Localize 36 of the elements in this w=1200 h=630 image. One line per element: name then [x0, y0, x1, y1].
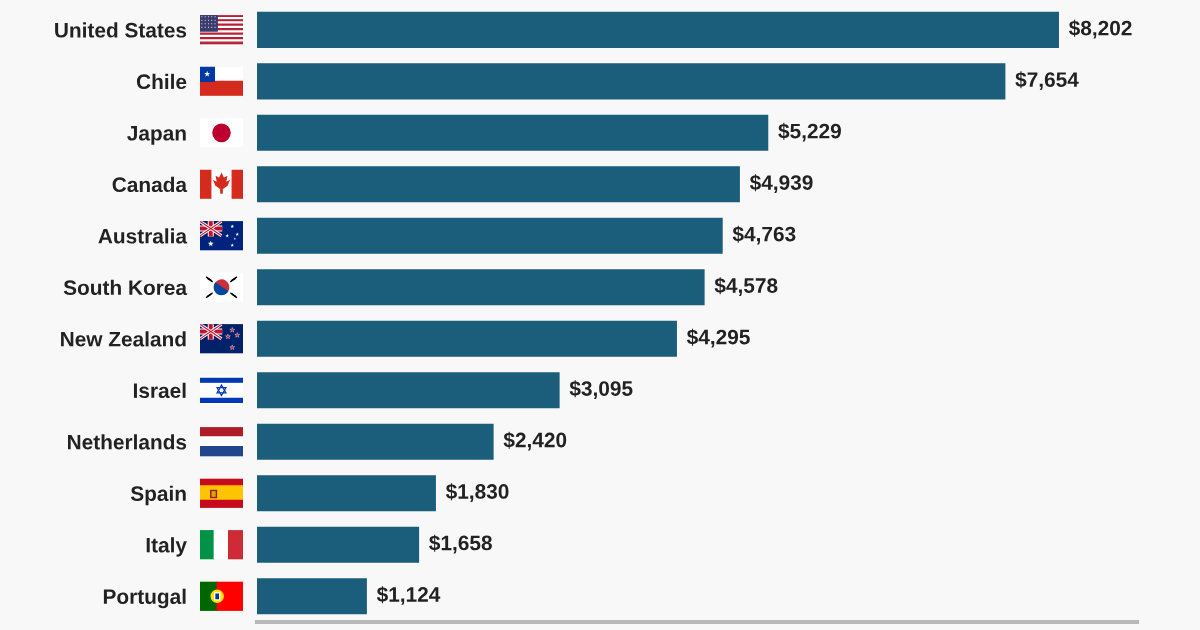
bar: [257, 526, 420, 563]
data-label: $8,202: [1068, 19, 1132, 39]
y-tick-label: Israel: [133, 382, 186, 399]
bar: [257, 63, 1006, 100]
bar: [257, 423, 494, 460]
data-label: $1,124: [376, 586, 441, 605]
bar: [257, 372, 560, 409]
data-label: $4,295: [686, 328, 750, 348]
data-label: $3,095: [569, 380, 633, 399]
bar: [257, 320, 677, 357]
data-label: $7,654: [1015, 71, 1079, 90]
y-tick-label: Spain: [130, 485, 186, 506]
y-tick-label: New Zealand: [61, 331, 186, 347]
y-tick-label: United States: [55, 22, 187, 38]
data-label: $1,830: [445, 483, 509, 502]
bar: [257, 269, 705, 306]
data-label: $5,229: [778, 122, 841, 142]
y-tick-label: Portugal: [103, 588, 186, 609]
bar: [257, 11, 1059, 48]
y-tick-label: Italy: [146, 537, 187, 557]
data-label: $4,578: [714, 277, 778, 296]
data-label: $4,939: [749, 174, 813, 193]
y-tick-label: Chile: [136, 73, 187, 90]
y-tick-label: Australia: [98, 228, 188, 244]
data-label: $1,658: [429, 534, 492, 554]
bar: [257, 217, 723, 254]
y-tick-label: Canada: [112, 176, 188, 193]
bar: [257, 475, 436, 512]
bar: [257, 578, 367, 615]
y-tick-label: South Korea: [63, 279, 188, 296]
bar: [257, 166, 740, 203]
y-tick-label: Netherlands: [68, 434, 187, 450]
y-tick-label: Japan: [127, 126, 186, 145]
data-label: $4,763: [732, 225, 796, 245]
data-label: $2,420: [503, 431, 567, 451]
bar: [257, 114, 769, 151]
